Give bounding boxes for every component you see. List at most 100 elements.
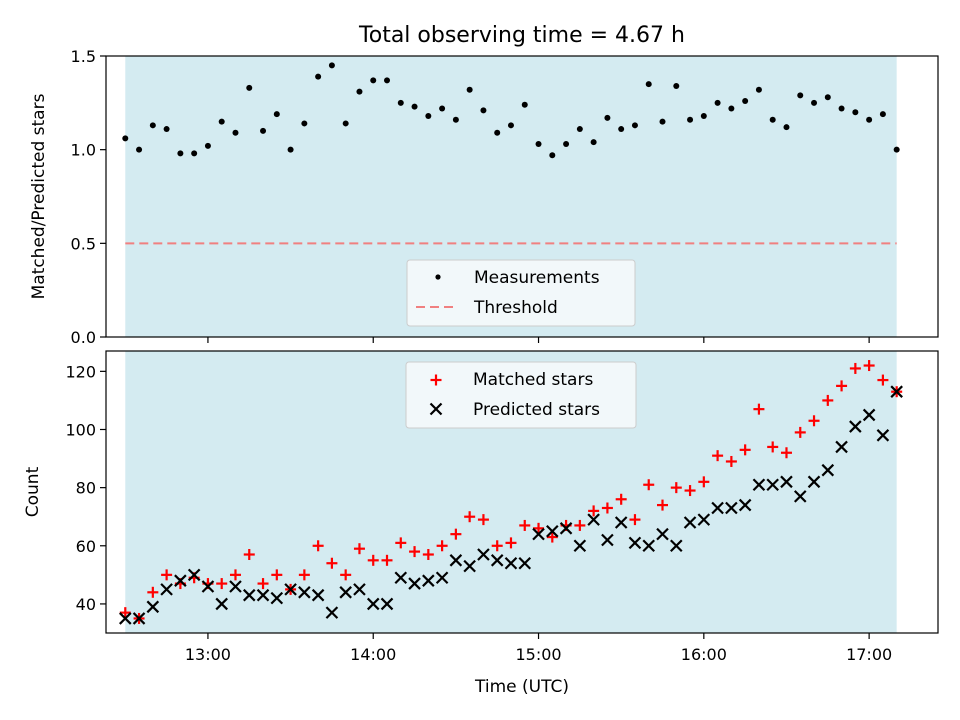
matched-star-point: [849, 362, 861, 374]
measurement-point: [204, 142, 211, 149]
matched-star-point: [588, 505, 600, 517]
matched-star-point: [243, 549, 255, 561]
predicted-star-point: [601, 533, 614, 547]
measurement-point: [645, 81, 652, 88]
predicted-star-point: [339, 586, 352, 599]
y-tick-label: 80: [76, 479, 96, 498]
predicted-star-point: [353, 583, 366, 596]
count-panel: 40 60 80 100 120 13:00 14:00 15:00 16:00 17:00 C…: [23, 350, 939, 697]
measurement-point: [301, 120, 308, 127]
matched-star-point: [353, 543, 365, 555]
predicted-star-point: [821, 463, 835, 477]
predicted-star-point: [656, 527, 669, 541]
legend-matched-label: Matched stars: [473, 370, 593, 390]
legend-predicted-marker: [429, 402, 443, 416]
predicted-star-point: [780, 475, 793, 489]
matched-star-point: [546, 531, 558, 543]
x-tick-label: 16:00: [681, 645, 727, 664]
predicted-star-point: [380, 597, 394, 611]
measurement-point: [191, 150, 198, 157]
matched-star-point: [395, 537, 407, 549]
predicted-star-point: [229, 580, 242, 593]
measurement-point: [590, 139, 597, 146]
y-tick-label: 100: [65, 420, 96, 439]
bottom-y-axis-ticks: 40 60 80 100 120: [65, 362, 106, 614]
matched-star-point: [877, 374, 889, 386]
predicted-star-point: [697, 513, 711, 526]
measurement-point: [563, 141, 570, 148]
measurement-point: [397, 99, 404, 106]
predicted-star-point: [325, 606, 339, 619]
matched-star-point: [436, 540, 448, 552]
measurement-point: [163, 126, 170, 133]
matched-star-point: [739, 444, 751, 456]
matched-star-point: [298, 569, 310, 581]
matched-star-point: [409, 546, 421, 558]
legend-plus-glyph: [430, 374, 442, 386]
y-tick-label: 60: [76, 537, 96, 556]
matched-star-point: [698, 476, 710, 488]
predicted-star-point: [835, 440, 848, 454]
measurement-point: [136, 146, 143, 153]
y-tick-label: 0.5: [71, 234, 96, 253]
predicted-star-point: [435, 571, 449, 585]
measurement-point: [783, 124, 790, 131]
matched-star-point: [670, 482, 682, 494]
measurement-point: [287, 146, 294, 153]
predicted-star-point: [201, 580, 215, 593]
matched-star-point: [257, 578, 269, 590]
predicted-star-point: [132, 612, 146, 625]
matched-star-point: [725, 455, 737, 467]
measurement-point: [315, 73, 322, 80]
y-tick-label: 1.5: [71, 47, 96, 66]
x-tick-label: 13:00: [185, 645, 231, 664]
measurement-point: [687, 116, 694, 123]
measurement-point: [549, 152, 556, 159]
legend-measurements-label: Measurements: [474, 268, 600, 288]
measurement-point: [673, 82, 680, 89]
matched-star-point: [464, 511, 476, 523]
predicted-star-point: [738, 498, 752, 512]
predicted-stars-points: [119, 385, 903, 625]
x-tick-label: 15:00: [515, 645, 561, 664]
matched-star-point: [367, 554, 379, 566]
matched-star-point: [505, 537, 517, 549]
predicted-star-point: [119, 612, 132, 625]
predicted-star-point: [490, 554, 504, 567]
matched-star-point: [229, 569, 241, 581]
matched-star-point: [533, 522, 545, 534]
measurement-point: [370, 77, 377, 84]
y-tick-label: 1.0: [71, 141, 96, 160]
matched-star-point: [822, 394, 834, 406]
predicted-star-point: [876, 429, 890, 442]
bottom-legend: Matched stars Predicted stars: [405, 361, 637, 429]
predicted-star-point: [628, 536, 642, 550]
predicted-star-point: [422, 574, 435, 587]
measurement-point: [893, 146, 900, 153]
predicted-star-point: [642, 539, 656, 553]
predicted-star-point: [311, 588, 325, 602]
chart-title: Total observing time = 4.67 h: [358, 23, 685, 48]
y-tick-label: 0.0: [71, 328, 96, 347]
matched-star-point: [340, 569, 352, 581]
matched-star-point: [491, 540, 503, 552]
measurement-point: [439, 105, 446, 112]
y-tick-label: 120: [65, 362, 96, 381]
matched-star-point: [836, 380, 848, 392]
matched-star-point: [271, 569, 283, 581]
predicted-star-point: [298, 586, 311, 599]
measurement-point: [631, 122, 638, 129]
measurement-point: [879, 111, 886, 118]
top-legend-box: [406, 259, 636, 327]
measurement-point: [494, 129, 501, 136]
measurement-point: [700, 112, 707, 119]
predicted-star-point: [366, 597, 380, 611]
measurement-point: [328, 62, 335, 69]
measurement-point: [604, 114, 611, 121]
predicted-star-point: [256, 588, 270, 602]
bottom-y-axis-label: Count: [23, 466, 43, 517]
ratio-panel: 0.0 0.5 1.0 1.5 Total observing time = 4.67…: [29, 23, 939, 347]
legend-measurements-marker: [435, 274, 441, 280]
measurement-point: [246, 84, 253, 91]
x-axis-label: Time (UTC): [474, 677, 569, 697]
